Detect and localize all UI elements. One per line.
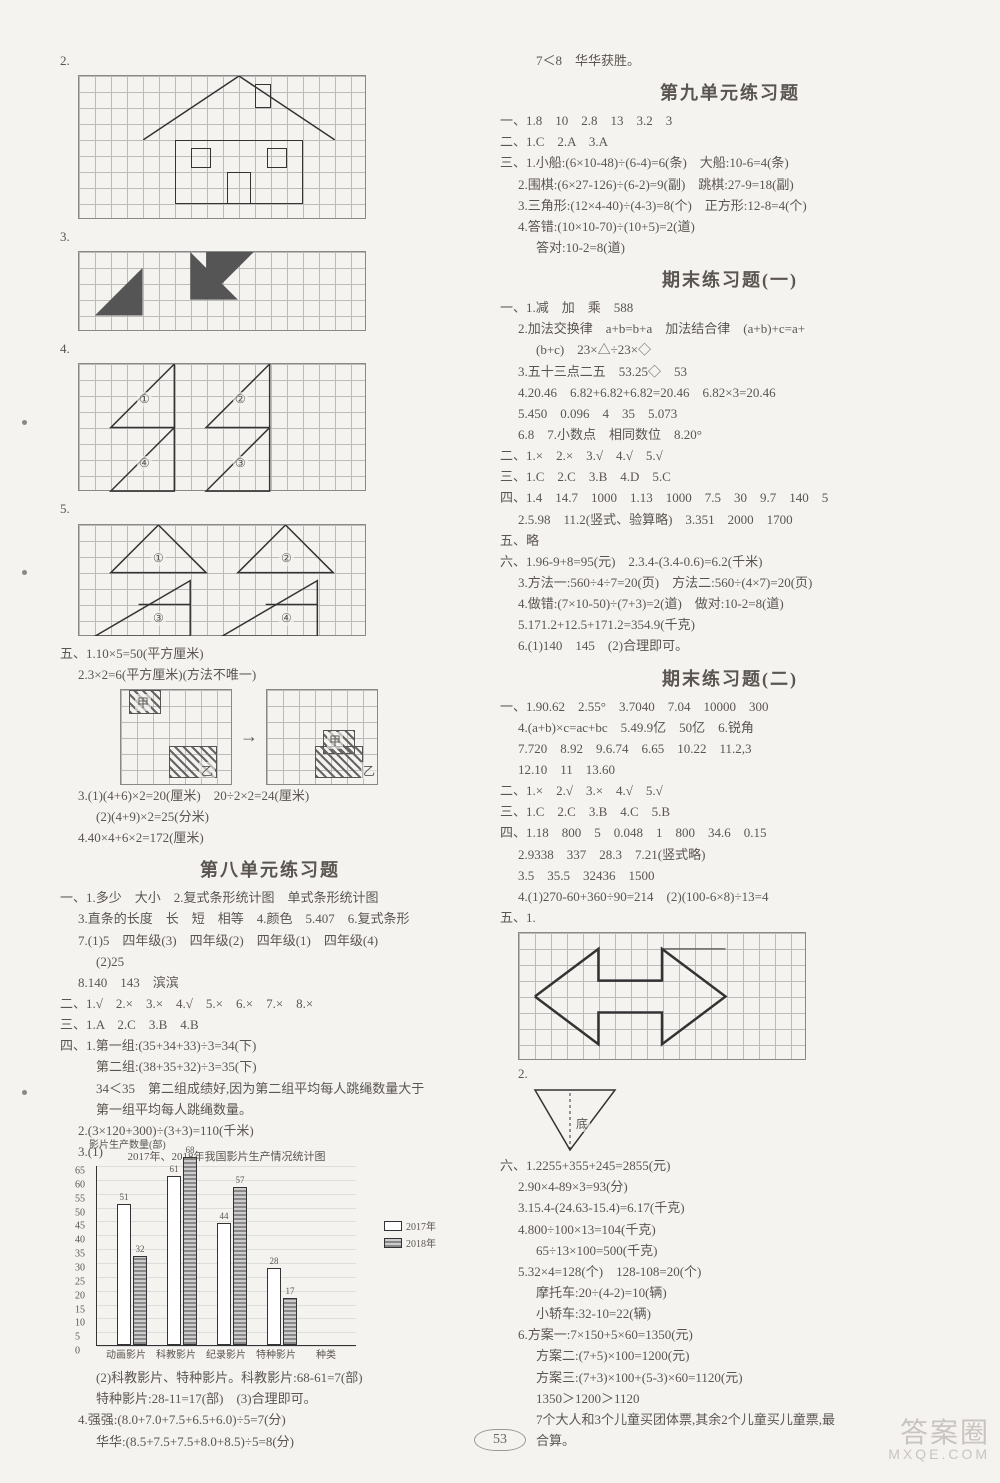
page-number: 53 <box>474 1429 526 1451</box>
f1-1-3: 3.五十三点二五 53.25◇ 53 <box>500 362 960 382</box>
figure-2 <box>78 75 366 219</box>
f1-3: 三、1.C 2.C 3.B 4.D 5.C <box>500 467 960 487</box>
s9-3-4a: 4.答错:(10×10-70)÷(10+5)=2(道) <box>500 217 960 237</box>
s8-4-3b: (2)科教影片、特种影片。科教影片:68-61=7(部) <box>60 1368 480 1388</box>
f2-figure-1 <box>518 932 806 1060</box>
f1-6-5: 5.171.2+12.5+171.2=354.9(千克) <box>500 615 960 635</box>
f2-1-4: 4.(a+b)×c=ac+bc 5.49.9亿 50亿 6.锐角 <box>500 718 960 738</box>
final2-title: 期末练习题(二) <box>500 665 960 691</box>
f2-4b: 2.9338 337 28.3 7.21(竖式略) <box>500 845 960 865</box>
f2-5: 五、1. <box>500 908 960 928</box>
f2-6-3: 3.15.4-(24.63-15.4)=6.17(千克) <box>500 1198 960 1218</box>
fig4-l4: ③ <box>233 456 248 471</box>
f2-2: 二、1.× 2.√ 3.× 4.√ 5.√ <box>500 781 960 801</box>
fig4-num: 4. <box>60 339 480 359</box>
f1-6-4: 4.做错:(7×10-50)÷(7+3)=2(道) 做对:10-2=8(道) <box>500 594 960 614</box>
fig5-num: 5. <box>60 499 480 519</box>
f2-6-4a: 4.800÷100×13=104(千克) <box>500 1220 960 1240</box>
wu-3a: 3.(1)(4+6)×2=20(厘米) 20÷2×2=24(厘米) <box>60 786 480 806</box>
f2-1-12: 12.10 11 13.60 <box>500 760 960 780</box>
s8-4-3c: 特种影片:28-11=17(部) (3)合理即可。 <box>60 1389 480 1409</box>
s8-4-4b: 华华:(8.5+7.5+7.5+8.0+8.5)÷5=8(分) <box>60 1432 480 1452</box>
s9-3-3: 3.三角形:(12×4-40)÷(4-3)=8(个) 正方形:12-8=4(个) <box>500 196 960 216</box>
f2-4d: 4.(1)270-60+360÷90=214 (2)(100-6×8)÷13=4 <box>500 887 960 907</box>
f2-6-6d: 1350＞1200＞1120 <box>500 1389 960 1409</box>
figure-3 <box>78 251 366 331</box>
s9-3-2: 2.围棋:(6×27-126)÷(6-2)=9(副) 跳棋:27-9=18(副) <box>500 175 960 195</box>
f1-1-5: 5.450 0.096 4 35 5.073 <box>500 404 960 424</box>
f1-1-2b: (b+c) 23×△÷23×◇ <box>500 340 960 360</box>
f2-figure-2: 底 <box>530 1085 620 1155</box>
f2-6-6c: 方案三:(7+3)×100+(5-3)×60=1120(元) <box>500 1368 960 1388</box>
s9-3-1: 三、1.小船:(6×10-48)÷(6-4)=6(条) 大船:10-6=4(条) <box>500 153 960 173</box>
f2-6-4b: 65÷13×100=500(千克) <box>500 1241 960 1261</box>
f1-2: 二、1.× 2.× 3.√ 4.√ 5.√ <box>500 446 960 466</box>
wu-3b: (2)(4+9)×2=25(分米) <box>60 807 480 827</box>
wu-1: 五、1.10×5=50(平方厘米) <box>60 644 480 664</box>
f2-6-6b: 方案二:(7+5)×100=1200(元) <box>500 1346 960 1366</box>
fig3-num: 3. <box>60 227 480 247</box>
section8-title: 第八单元练习题 <box>60 856 480 882</box>
r-top: 7＜8 华华获胜。 <box>500 51 960 71</box>
s9-3-4b: 答对:10-2=8(道) <box>500 238 960 258</box>
f2-6-5a: 5.32×4=128(个) 128-108=20(个) <box>500 1262 960 1282</box>
f2-6-1: 六、1.2255+355+245=2855(元) <box>500 1156 960 1176</box>
f2-6-2: 2.90×4-89×3=93(分) <box>500 1177 960 1197</box>
chart-ylabel: 影片生产数量(部) <box>89 1136 166 1151</box>
fig2-num: 2. <box>60 51 480 71</box>
f1-6-3: 3.方法一:560÷4÷7=20(页) 方法二:560÷(4×7)=20(页) <box>500 573 960 593</box>
f2-3: 三、1.C 2.C 3.B 4.C 5.B <box>500 802 960 822</box>
s8-4-1d: 第一组平均每人跳绳数量。 <box>60 1100 480 1120</box>
figure-4: ① ② ④ ③ <box>78 363 366 491</box>
f2-1-1: 一、1.90.62 2.55° 3.7040 7.04 10000 300 <box>500 697 960 717</box>
figure-5: ① ② ③ ④ <box>78 524 366 636</box>
bar-chart: 2017年、2018年我国影片生产情况统计图 影片生产数量(部) 2017年 2… <box>96 1166 356 1346</box>
s8-1-8: 8.140 143 滨滨 <box>60 973 480 993</box>
f1-4b: 2.5.98 11.2(竖式、验算略) 3.351 2000 1700 <box>500 510 960 530</box>
fig4-l1: ① <box>137 392 152 407</box>
s8-1-7a: 7.(1)5 四年级(3) 四年级(2) 四年级(1) 四年级(4) <box>60 931 480 951</box>
s8-1-3: 3.直条的长度 长 短 相等 4.颜色 5.407 6.复式条形 <box>60 909 480 929</box>
s9-1: 一、1.8 10 2.8 13 3.2 3 <box>500 111 960 131</box>
s8-4-1c: 34＜35 第二组成绩好,因为第二组平均每人跳绳数量大于 <box>60 1079 480 1099</box>
f2-6-6a: 6.方案一:7×150+5×60=1350(元) <box>500 1325 960 1345</box>
s9-2: 二、1.C 2.A 3.A <box>500 132 960 152</box>
f1-1-2a: 2.加法交换律 a+b=b+a 加法结合律 (a+b)+c=a+ <box>500 319 960 339</box>
f2-5-2: 2. <box>500 1064 960 1084</box>
f1-1-4: 4.20.46 6.82+6.82+6.82=20.46 6.82×3=20.4… <box>500 383 960 403</box>
f2-6-5c: 小轿车:32-10=22(辆) <box>500 1304 960 1324</box>
f2-4a: 四、1.18 800 5 0.048 1 800 34.6 0.15 <box>500 823 960 843</box>
fig5-l4: ④ <box>279 611 294 626</box>
f1-6-6: 6.(1)140 145 (2)合理即可。 <box>500 636 960 656</box>
s8-4-4a: 4.强强:(8.0+7.0+7.5+6.5+6.0)÷5=7(分) <box>60 1410 480 1430</box>
f1-1-1: 一、1.减 加 乘 588 <box>500 298 960 318</box>
final1-title: 期末练习题(一) <box>500 266 960 292</box>
fig5-l1: ① <box>151 551 166 566</box>
s8-1-1: 一、1.多少 大小 2.复式条形统计图 单式条形统计图 <box>60 888 480 908</box>
s8-2: 二、1.√ 2.× 3.× 4.√ 5.× 6.× 7.× 8.× <box>60 994 480 1014</box>
chart-legend: 2017年 2018年 <box>384 1216 436 1252</box>
s8-3: 三、1.A 2.C 3.B 4.B <box>60 1015 480 1035</box>
f2-6-5b: 摩托车:20÷(4-2)=10(辆) <box>500 1283 960 1303</box>
s8-1-7b: (2)25 <box>60 952 480 972</box>
wu-2: 2.3×2=6(平方厘米)(方法不唯一) <box>60 665 480 685</box>
wu-figure: 甲 乙 → 甲 乙 <box>120 689 480 785</box>
wu-4: 4.40×4+6×2=172(厘米) <box>60 828 480 848</box>
f2-1-7: 7.720 8.92 9.6.74 6.65 10.22 11.2,3 <box>500 739 960 759</box>
f1-5: 五、略 <box>500 531 960 551</box>
s8-4-1a: 四、1.第一组:(35+34+33)÷3=34(下) <box>60 1036 480 1056</box>
section9-title: 第九单元练习题 <box>500 79 960 105</box>
f1-4a: 四、1.4 14.7 1000 1.13 1000 7.5 30 9.7 140… <box>500 488 960 508</box>
fig5-l3: ③ <box>151 611 166 626</box>
fig4-l2: ② <box>233 392 248 407</box>
s8-4-1b: 第二组:(38+35+32)÷3=35(下) <box>60 1057 480 1077</box>
f1-6-1: 六、1.96-9+8=95(元) 2.3.4-(3.4-0.6)=6.2(千米) <box>500 552 960 572</box>
fig5-l2: ② <box>279 551 294 566</box>
watermark: 答案圈 MXQE.COM <box>888 1419 990 1461</box>
f2-4c: 3.5 35.5 32436 1500 <box>500 866 960 886</box>
fig4-l3: ④ <box>137 456 152 471</box>
f1-1-6: 6.8 7.小数点 相同数位 8.20° <box>500 425 960 445</box>
